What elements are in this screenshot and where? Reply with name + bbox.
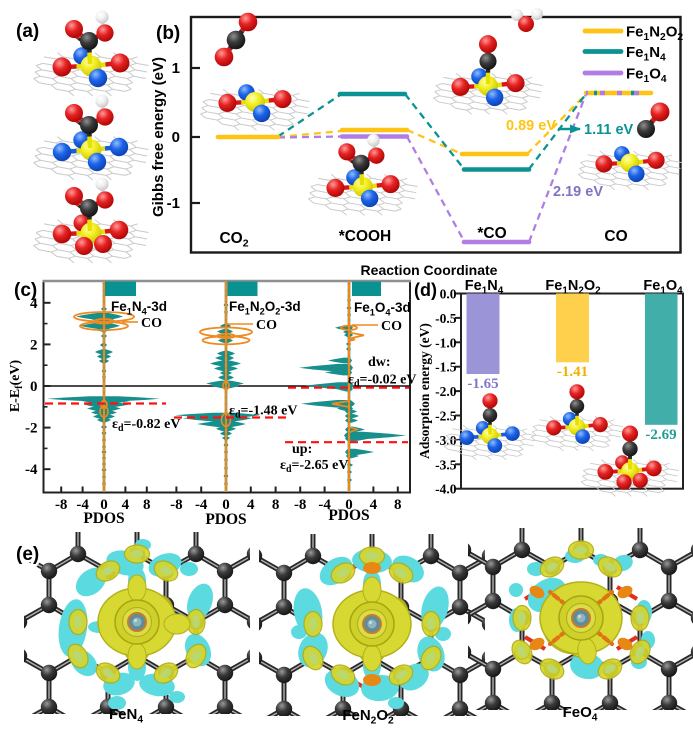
- svg-text:-2.0: -2.0: [435, 384, 457, 399]
- svg-text:-2.69: -2.69: [645, 427, 676, 443]
- svg-text:-8: -8: [170, 497, 183, 513]
- svg-text:εd=-0.02 eV: εd=-0.02 eV: [348, 373, 417, 390]
- svg-text:-4: -4: [25, 462, 38, 478]
- svg-text:CO: CO: [604, 228, 627, 245]
- svg-text:Fe1N4: Fe1N4: [465, 278, 504, 297]
- svg-text:8: 8: [143, 497, 151, 513]
- svg-text:dw:: dw:: [368, 355, 391, 370]
- svg-text:*CO: *CO: [477, 225, 506, 242]
- svg-text:0: 0: [345, 497, 353, 513]
- svg-text:-1.5: -1.5: [435, 360, 457, 375]
- svg-text:-8: -8: [55, 497, 68, 513]
- svg-text:-1.0: -1.0: [435, 335, 457, 350]
- svg-text:-2.5: -2.5: [435, 409, 457, 424]
- svg-text:4: 4: [247, 497, 255, 513]
- svg-text:(b): (b): [156, 23, 180, 44]
- svg-text:(a): (a): [16, 21, 39, 42]
- svg-text:Reaction Coordinate: Reaction Coordinate: [361, 262, 498, 278]
- svg-text:FeN2O2: FeN2O2: [342, 707, 394, 727]
- svg-text:-4: -4: [76, 497, 89, 513]
- svg-text:Fe1O4-3d: Fe1O4-3d: [354, 300, 411, 318]
- svg-text:εd=-0.82 eV: εd=-0.82 eV: [112, 417, 181, 434]
- svg-text:(c): (c): [14, 280, 37, 301]
- svg-text:εd=-2.65 eV: εd=-2.65 eV: [280, 458, 349, 475]
- svg-text:0: 0: [222, 497, 230, 513]
- svg-text:CO: CO: [381, 319, 402, 334]
- svg-text:FeN4: FeN4: [109, 706, 143, 726]
- svg-text:Fe1O4: Fe1O4: [626, 66, 667, 86]
- svg-text:0: 0: [100, 497, 108, 513]
- svg-text:PDOS: PDOS: [328, 507, 369, 524]
- svg-text:0.89 eV: 0.89 eV: [506, 118, 556, 134]
- svg-text:CO2: CO2: [219, 230, 248, 250]
- svg-text:FeO4: FeO4: [563, 704, 598, 724]
- svg-text:0.0: 0.0: [440, 287, 457, 302]
- svg-text:2: 2: [30, 337, 38, 353]
- svg-text:-8: -8: [294, 497, 307, 513]
- svg-text:εd=-1.48 eV: εd=-1.48 eV: [229, 404, 298, 421]
- svg-text:-4: -4: [318, 497, 331, 513]
- svg-text:Fe1N2O2-3d: Fe1N2O2-3d: [229, 299, 301, 317]
- svg-text:Adsorption energy (eV): Adsorption energy (eV): [417, 323, 432, 459]
- svg-text:-2: -2: [25, 421, 38, 437]
- svg-text:8: 8: [394, 497, 402, 513]
- svg-text:1.11 eV: 1.11 eV: [584, 122, 634, 138]
- svg-text:(e): (e): [16, 544, 39, 565]
- svg-text:Fe1N4-3d: Fe1N4-3d: [111, 299, 167, 317]
- svg-text:-1: -1: [167, 195, 180, 212]
- svg-text:*COOH: *COOH: [339, 228, 392, 245]
- svg-text:PDOS: PDOS: [205, 511, 246, 528]
- svg-text:Fe1N2O2: Fe1N2O2: [626, 24, 683, 44]
- svg-text:2.19 eV: 2.19 eV: [553, 184, 603, 200]
- svg-text:0: 0: [30, 379, 38, 395]
- svg-text:(d): (d): [414, 280, 437, 300]
- svg-text:CO: CO: [141, 316, 162, 331]
- svg-text:0: 0: [172, 129, 180, 146]
- svg-text:-1.41: -1.41: [557, 364, 588, 380]
- svg-text:1: 1: [172, 60, 180, 77]
- svg-text:Fe1N2O2: Fe1N2O2: [545, 278, 601, 297]
- svg-text:8: 8: [272, 497, 280, 513]
- svg-text:4: 4: [122, 497, 130, 513]
- svg-text:CO: CO: [256, 318, 277, 333]
- svg-text:Fe1O4: Fe1O4: [643, 278, 683, 297]
- svg-text:-4: -4: [195, 497, 208, 513]
- svg-text:-1.65: -1.65: [467, 376, 498, 392]
- svg-text:PDOS: PDOS: [83, 510, 124, 527]
- svg-text:-4.0: -4.0: [435, 482, 457, 497]
- svg-text:4: 4: [370, 497, 378, 513]
- svg-text:E-Ef(eV): E-Ef(eV): [8, 359, 25, 412]
- svg-text:-3.5: -3.5: [435, 457, 457, 472]
- svg-text:Fe1N4: Fe1N4: [626, 44, 666, 64]
- svg-text:4: 4: [30, 296, 38, 312]
- svg-text:Gibbs free energy (eV): Gibbs free energy (eV): [150, 57, 167, 217]
- svg-text:-0.5: -0.5: [435, 311, 457, 326]
- svg-text:up:: up:: [292, 442, 312, 457]
